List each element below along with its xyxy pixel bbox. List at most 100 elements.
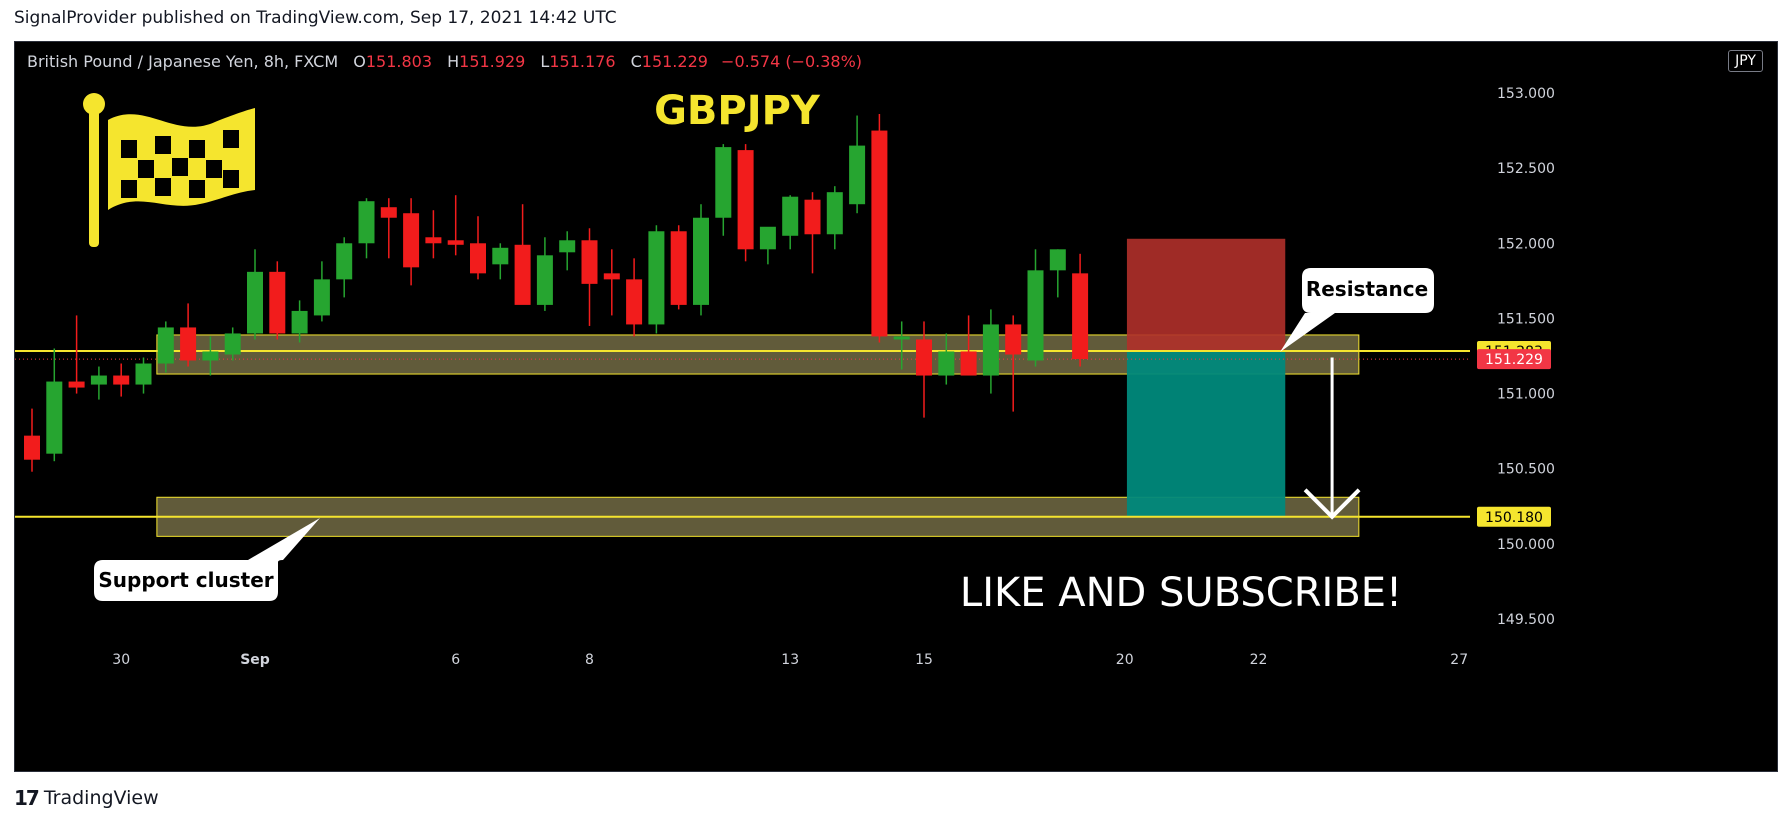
candle-body — [470, 243, 486, 274]
candle[interactable] — [826, 186, 843, 250]
candle[interactable] — [804, 192, 821, 274]
candle[interactable] — [670, 225, 687, 310]
y-tick-label: 150.000 — [1497, 537, 1555, 553]
candle-body — [670, 231, 687, 305]
candle[interactable] — [157, 321, 174, 373]
candle[interactable] — [893, 321, 910, 370]
candle[interactable] — [291, 300, 308, 343]
candle[interactable] — [1027, 249, 1044, 367]
candle[interactable] — [648, 225, 665, 334]
candle[interactable] — [68, 315, 85, 394]
candle[interactable] — [403, 198, 420, 286]
candle[interactable] — [715, 144, 732, 236]
candle-body — [24, 435, 40, 460]
candle[interactable] — [581, 228, 598, 326]
candle-body — [157, 327, 174, 364]
candle-body — [224, 333, 241, 355]
candle[interactable] — [492, 243, 509, 280]
candle-body — [447, 240, 464, 245]
candle-body — [380, 207, 397, 218]
tradingview-logo[interactable]: 17 TradingView — [14, 786, 159, 810]
checkered-flag-icon — [83, 93, 255, 247]
candle-body — [536, 255, 553, 305]
candle[interactable] — [982, 309, 999, 394]
candle[interactable] — [938, 333, 955, 385]
take-profit-zone[interactable] — [1126, 351, 1286, 517]
callout-text: Resistance — [1306, 277, 1428, 301]
candle-body — [559, 240, 576, 253]
candle[interactable] — [336, 237, 353, 298]
x-tick-label: 8 — [585, 652, 594, 668]
resistance-callout[interactable]: Resistance — [1280, 268, 1434, 352]
close-value: 151.229 — [641, 52, 708, 71]
candle[interactable] — [1005, 315, 1022, 412]
y-tick-label: 150.500 — [1497, 462, 1555, 478]
candle-body — [358, 201, 375, 244]
candle[interactable] — [313, 261, 330, 322]
candle[interactable] — [514, 204, 531, 305]
symbol-label[interactable]: British Pound / Japanese Yen, 8h, FXCM — [27, 52, 339, 71]
candle-body — [514, 244, 531, 305]
close-label: C — [630, 52, 642, 71]
support-level-price-tag[interactable] — [1477, 506, 1551, 527]
candle[interactable] — [849, 115, 866, 214]
candle[interactable] — [559, 231, 576, 271]
candle[interactable] — [358, 198, 375, 259]
candle[interactable] — [536, 237, 553, 311]
candle-body — [291, 310, 308, 334]
candle-body — [113, 375, 130, 385]
candle-body — [581, 240, 598, 284]
last-price-price-label: 151.229 — [1485, 352, 1543, 368]
candle-body — [336, 243, 353, 280]
candle[interactable] — [46, 348, 63, 462]
candle[interactable] — [90, 366, 107, 400]
candle-body — [871, 130, 888, 337]
chart-panel[interactable]: Resistance Support cluster GBPJPY LIKE AND … — [14, 41, 1778, 772]
candle[interactable] — [916, 321, 932, 418]
stop-loss-zone[interactable] — [1126, 238, 1286, 352]
candle[interactable] — [224, 327, 241, 361]
candle[interactable] — [737, 144, 754, 262]
chart-title: GBPJPY — [654, 88, 821, 134]
candle[interactable] — [960, 315, 977, 376]
candle-body — [247, 271, 263, 334]
candle-body — [1072, 273, 1089, 360]
candle[interactable] — [425, 210, 442, 259]
candle[interactable] — [380, 198, 397, 259]
candle[interactable] — [202, 336, 219, 376]
support-callout[interactable]: Support cluster — [94, 518, 320, 601]
candle-body — [180, 327, 197, 361]
price-chart[interactable]: Resistance Support cluster GBPJPY LIKE AND … — [15, 42, 1778, 772]
candle[interactable] — [693, 204, 709, 316]
candle[interactable] — [759, 226, 776, 265]
candle[interactable] — [871, 114, 888, 343]
callout-text: Support cluster — [98, 568, 273, 592]
x-tick-label: 27 — [1450, 652, 1468, 668]
candle[interactable] — [269, 261, 286, 340]
candle[interactable] — [447, 195, 464, 256]
currency-button[interactable]: JPY — [1728, 50, 1763, 72]
candle-body — [826, 192, 843, 235]
candle[interactable] — [470, 216, 486, 280]
y-tick-label: 151.500 — [1497, 311, 1555, 327]
candle[interactable] — [1049, 249, 1066, 298]
callout-bubble — [1280, 268, 1434, 352]
candle[interactable] — [24, 408, 40, 472]
candle-body — [269, 271, 286, 334]
candle-body — [715, 147, 732, 218]
candle[interactable] — [180, 303, 197, 367]
candle-body — [46, 381, 63, 454]
down-arrow-head — [1303, 488, 1361, 520]
candle[interactable] — [603, 249, 620, 316]
candle[interactable] — [782, 195, 799, 250]
high-value: 151.929 — [459, 52, 526, 71]
candle[interactable] — [113, 363, 130, 397]
candle[interactable] — [247, 249, 263, 340]
last-price-price-tag[interactable] — [1477, 349, 1551, 370]
candle[interactable] — [135, 357, 152, 394]
y-tick-label: 152.500 — [1497, 161, 1555, 177]
candle[interactable] — [626, 258, 643, 337]
x-tick-label: 6 — [451, 652, 460, 668]
candle[interactable] — [1072, 253, 1089, 367]
candle-body — [403, 213, 420, 268]
